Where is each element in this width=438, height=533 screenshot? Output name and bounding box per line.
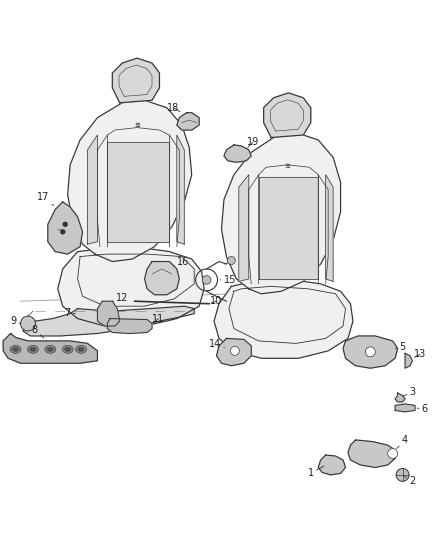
Polygon shape (58, 247, 204, 326)
Text: 5: 5 (395, 342, 406, 352)
Circle shape (63, 222, 68, 227)
Text: 16: 16 (174, 256, 189, 266)
Circle shape (388, 449, 398, 458)
Polygon shape (23, 306, 194, 336)
Circle shape (21, 316, 35, 331)
Circle shape (60, 229, 65, 234)
Text: 3: 3 (403, 387, 416, 397)
Text: 15: 15 (220, 275, 236, 285)
Ellipse shape (76, 345, 87, 353)
Text: 8: 8 (32, 325, 44, 338)
Text: 2: 2 (404, 476, 416, 486)
Circle shape (396, 469, 409, 481)
Text: 13: 13 (414, 349, 426, 359)
Polygon shape (395, 404, 415, 412)
Text: 12: 12 (112, 293, 128, 303)
Text: 10: 10 (210, 296, 223, 306)
Text: 7: 7 (64, 308, 75, 318)
Text: ≋: ≋ (285, 163, 290, 169)
Polygon shape (107, 319, 152, 334)
Polygon shape (326, 175, 333, 281)
Polygon shape (177, 135, 184, 244)
Text: 11: 11 (152, 313, 165, 324)
Text: 17: 17 (37, 192, 53, 206)
Text: ≋: ≋ (134, 122, 140, 128)
Polygon shape (343, 336, 398, 368)
Polygon shape (88, 135, 97, 244)
Ellipse shape (10, 345, 21, 353)
Polygon shape (107, 142, 170, 241)
Polygon shape (177, 112, 199, 130)
Polygon shape (395, 393, 405, 402)
Ellipse shape (13, 348, 18, 351)
Text: 9: 9 (10, 316, 21, 326)
Text: 6: 6 (417, 404, 428, 414)
Polygon shape (214, 279, 353, 358)
Polygon shape (259, 177, 318, 279)
Text: 1: 1 (308, 466, 324, 479)
Circle shape (365, 347, 375, 357)
Ellipse shape (47, 348, 53, 351)
Polygon shape (68, 100, 192, 262)
Text: 14: 14 (209, 340, 224, 350)
Polygon shape (222, 133, 341, 294)
Polygon shape (97, 301, 120, 326)
Polygon shape (48, 202, 82, 254)
Ellipse shape (78, 348, 84, 351)
Ellipse shape (62, 345, 73, 353)
Text: 18: 18 (167, 103, 180, 113)
Polygon shape (239, 175, 249, 281)
Ellipse shape (28, 345, 39, 353)
Text: 4: 4 (396, 435, 408, 449)
Polygon shape (348, 440, 395, 467)
Polygon shape (145, 262, 179, 295)
Polygon shape (216, 338, 251, 366)
Circle shape (227, 256, 235, 264)
Ellipse shape (45, 345, 56, 353)
Circle shape (202, 276, 211, 284)
Polygon shape (112, 58, 159, 103)
Polygon shape (264, 93, 311, 138)
Text: 19: 19 (247, 138, 259, 148)
Polygon shape (405, 353, 413, 368)
Ellipse shape (30, 348, 36, 351)
Polygon shape (224, 145, 251, 163)
Polygon shape (318, 455, 346, 475)
Polygon shape (3, 334, 97, 364)
Circle shape (230, 346, 239, 356)
Ellipse shape (65, 348, 71, 351)
